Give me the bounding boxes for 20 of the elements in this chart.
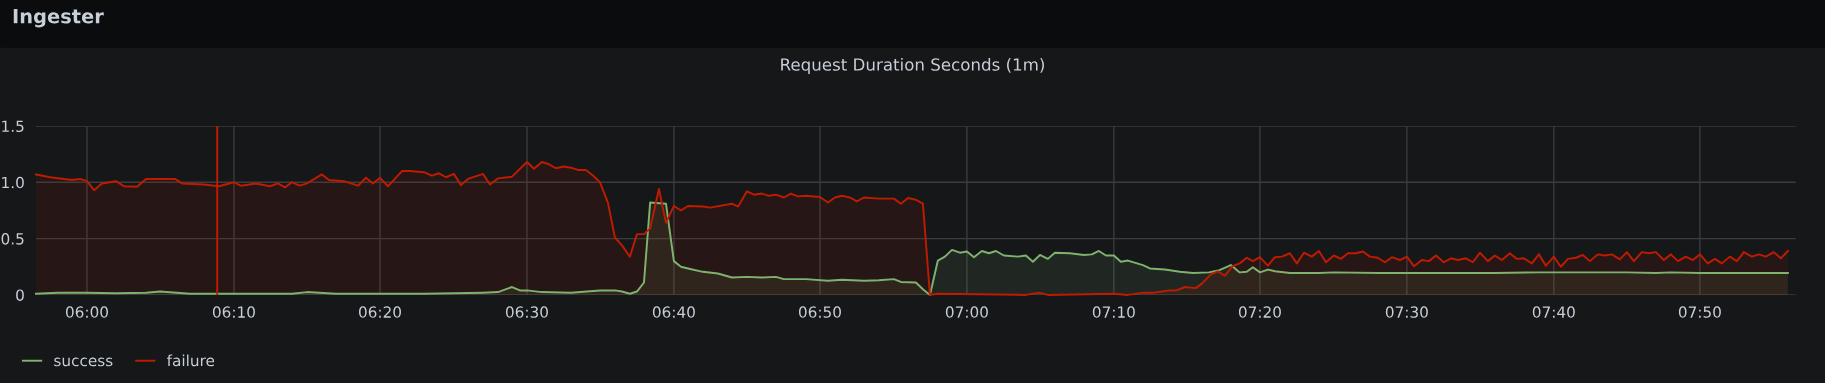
legend-label: success — [54, 357, 113, 367]
y-tick-label: 0.5 — [1, 233, 24, 245]
x-tick-label: 07:30 — [1385, 306, 1428, 318]
x-tick-label: 07:00 — [945, 306, 988, 318]
y-tick-label: 1.5 — [2, 120, 24, 133]
x-tick-label: 07:10 — [1092, 306, 1135, 318]
x-tick-label: 06:40 — [652, 306, 695, 318]
x-tick-label: 06:30 — [505, 306, 548, 318]
x-tick-label: 06:20 — [359, 306, 401, 318]
chart-subtitle: Request Duration Seconds (1m) — [781, 57, 1044, 75]
y-tick-label: 0 — [16, 289, 24, 301]
x-tick-label: 07:50 — [1678, 306, 1721, 318]
y-tick-label: 1.0 — [2, 176, 24, 189]
x-tick-label: 06:50 — [798, 306, 841, 318]
x-tick-label: 06:00 — [65, 306, 108, 318]
x-tick-label: 07:40 — [1532, 306, 1575, 318]
x-tick-label: 07:20 — [1238, 306, 1281, 318]
legend-label: failure — [167, 354, 215, 367]
chart-title: Ingester — [13, 9, 104, 28]
x-tick-label: 06:10 — [212, 306, 255, 318]
